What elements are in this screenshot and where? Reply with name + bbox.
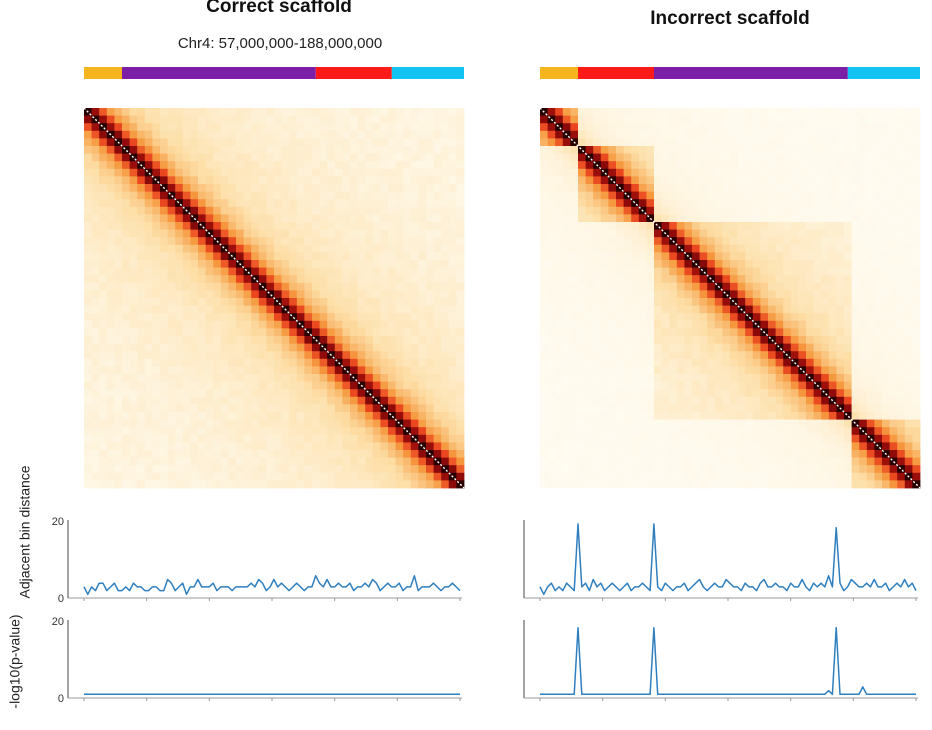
segment-bar-1-3 [847,67,920,79]
series-line-adjacent-1 [539,523,917,596]
correct-scaffold-subtitle: Chr4: 57,000,000-188,000,000 [177,35,383,52]
incorrect-scaffold-title: Incorrect scaffold [650,8,810,29]
heatmap-0 [84,108,465,489]
series-line-pvalue-1 [540,626,916,696]
segment-bar-1-1 [578,67,654,79]
correct-scaffold-title: Correct scaffold [206,0,352,17]
tick-label-0-pvalue: 0 [58,693,64,705]
tick-label-20-pvalue: 20 [52,616,64,628]
segment-bar-0-2 [315,67,392,79]
series-line-adjacent-0 [83,575,461,596]
segment-bar-0-3 [391,67,464,79]
heatmap-diagonal-1 [539,107,921,489]
segment-bar-1-0 [540,67,578,79]
tick-label-20-adjacent: 20 [52,516,64,528]
heatmap-diagonal-0 [83,107,465,489]
tick-label-0-adjacent: 0 [58,593,64,605]
segment-bar-0-0 [84,67,122,79]
segment-bar-0-1 [122,67,316,79]
heatmap-1 [540,108,921,489]
segment-bar-1-2 [654,67,848,79]
